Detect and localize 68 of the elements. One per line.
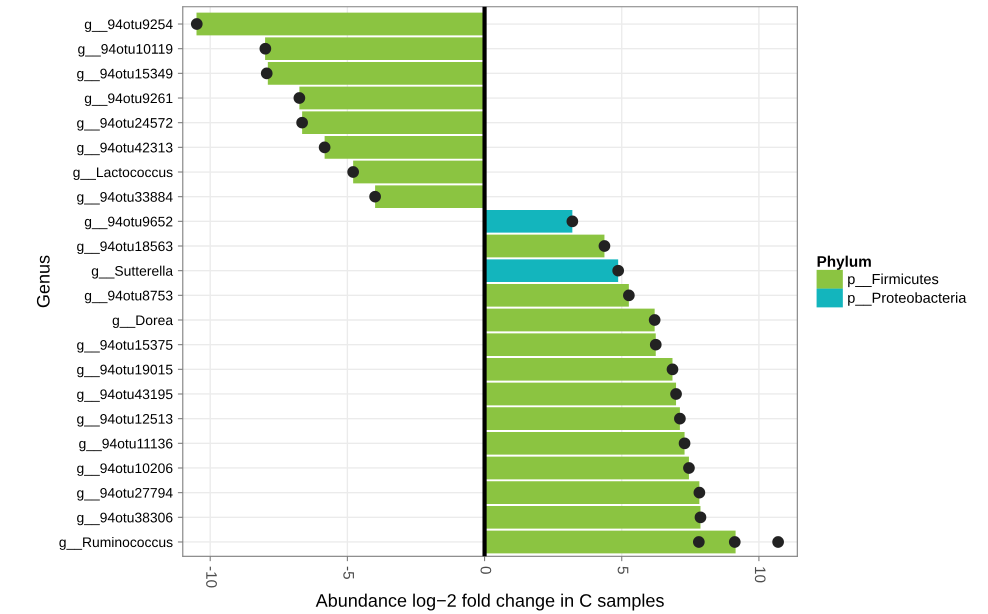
x-tick-label: 0 (480, 566, 492, 574)
y-tick-label: g__94otu42313 (77, 142, 172, 156)
y-tick-label: g__94otu9261 (84, 93, 172, 106)
y-tick-label: g__94otu24572 (77, 118, 172, 131)
point (260, 42, 272, 55)
y-tick-label: g__94otu8753 (84, 290, 172, 304)
point (648, 314, 660, 326)
bar (484, 382, 676, 406)
legend-label: p__Proteobacteria (848, 292, 966, 306)
y-tick-label: g__94otu11136 (79, 438, 172, 452)
bar (484, 259, 618, 282)
y-tick-label: g__94otu12513 (77, 414, 172, 427)
bar (484, 284, 629, 307)
y-tick-label: g__94otu10119 (78, 44, 172, 57)
point (674, 412, 686, 424)
point (666, 363, 678, 376)
point (670, 388, 682, 400)
bar (484, 210, 572, 233)
point (683, 462, 695, 474)
x-tick-label: -5 (343, 566, 354, 579)
y-tick-label: g__94otu9652 (84, 216, 172, 230)
point (190, 18, 203, 30)
bar (484, 456, 689, 480)
point (694, 511, 706, 524)
point (369, 190, 381, 203)
y-tick-label: g__Sutterella (92, 266, 174, 279)
x-tick-label: 10 (754, 567, 766, 582)
y-tick-label: g__94otu38306 (77, 512, 172, 526)
point (566, 215, 578, 228)
bar (484, 234, 604, 258)
legend-label: p__Firmicutes (848, 273, 938, 288)
y-tick-label: g__Dorea (112, 315, 174, 328)
bar (484, 432, 685, 455)
bar (484, 506, 700, 529)
legend-title: Phylum (818, 256, 871, 270)
y-tick-label: g__94otu9254 (84, 19, 173, 32)
point (318, 142, 330, 154)
point (692, 536, 705, 548)
point (294, 92, 306, 104)
y-tick-label: g__94otu33884 (77, 192, 173, 205)
bar (484, 333, 656, 356)
point (296, 116, 308, 129)
point (678, 437, 690, 450)
point (650, 338, 662, 351)
bar (484, 481, 700, 504)
x-tick-label: -10 (206, 566, 217, 588)
point (623, 289, 635, 302)
bar (484, 308, 655, 332)
point (598, 240, 610, 252)
bar (484, 407, 680, 430)
x-axis-title: Abundance log−2 fold change in C samples (316, 594, 664, 610)
point (260, 68, 273, 80)
point (694, 486, 706, 498)
y-tick-label: g__Ruminococcus (59, 536, 173, 550)
point (612, 264, 624, 277)
y-tick-label: g__94otu43195 (77, 389, 172, 402)
y-axis-title: Genus (36, 256, 50, 308)
bar (484, 530, 736, 554)
bar (484, 358, 672, 381)
x-tick-label: 5 (618, 566, 628, 574)
y-tick-label: g__94otu10206 (77, 463, 172, 476)
point (347, 166, 359, 178)
y-tick-label: g__94otu19015 (77, 364, 172, 378)
y-tick-label: g__Lactococcus (73, 167, 173, 180)
y-tick-label: g__94otu15375 (77, 340, 172, 353)
y-tick-label: g__94otu18563 (77, 241, 172, 254)
y-tick-label: g__94otu15349 (77, 68, 172, 82)
y-tick-label: g__94otu27794 (77, 488, 173, 501)
